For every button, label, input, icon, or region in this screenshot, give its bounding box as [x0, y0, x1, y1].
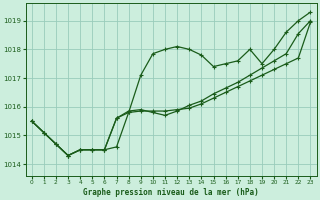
X-axis label: Graphe pression niveau de la mer (hPa): Graphe pression niveau de la mer (hPa) [83, 188, 259, 197]
